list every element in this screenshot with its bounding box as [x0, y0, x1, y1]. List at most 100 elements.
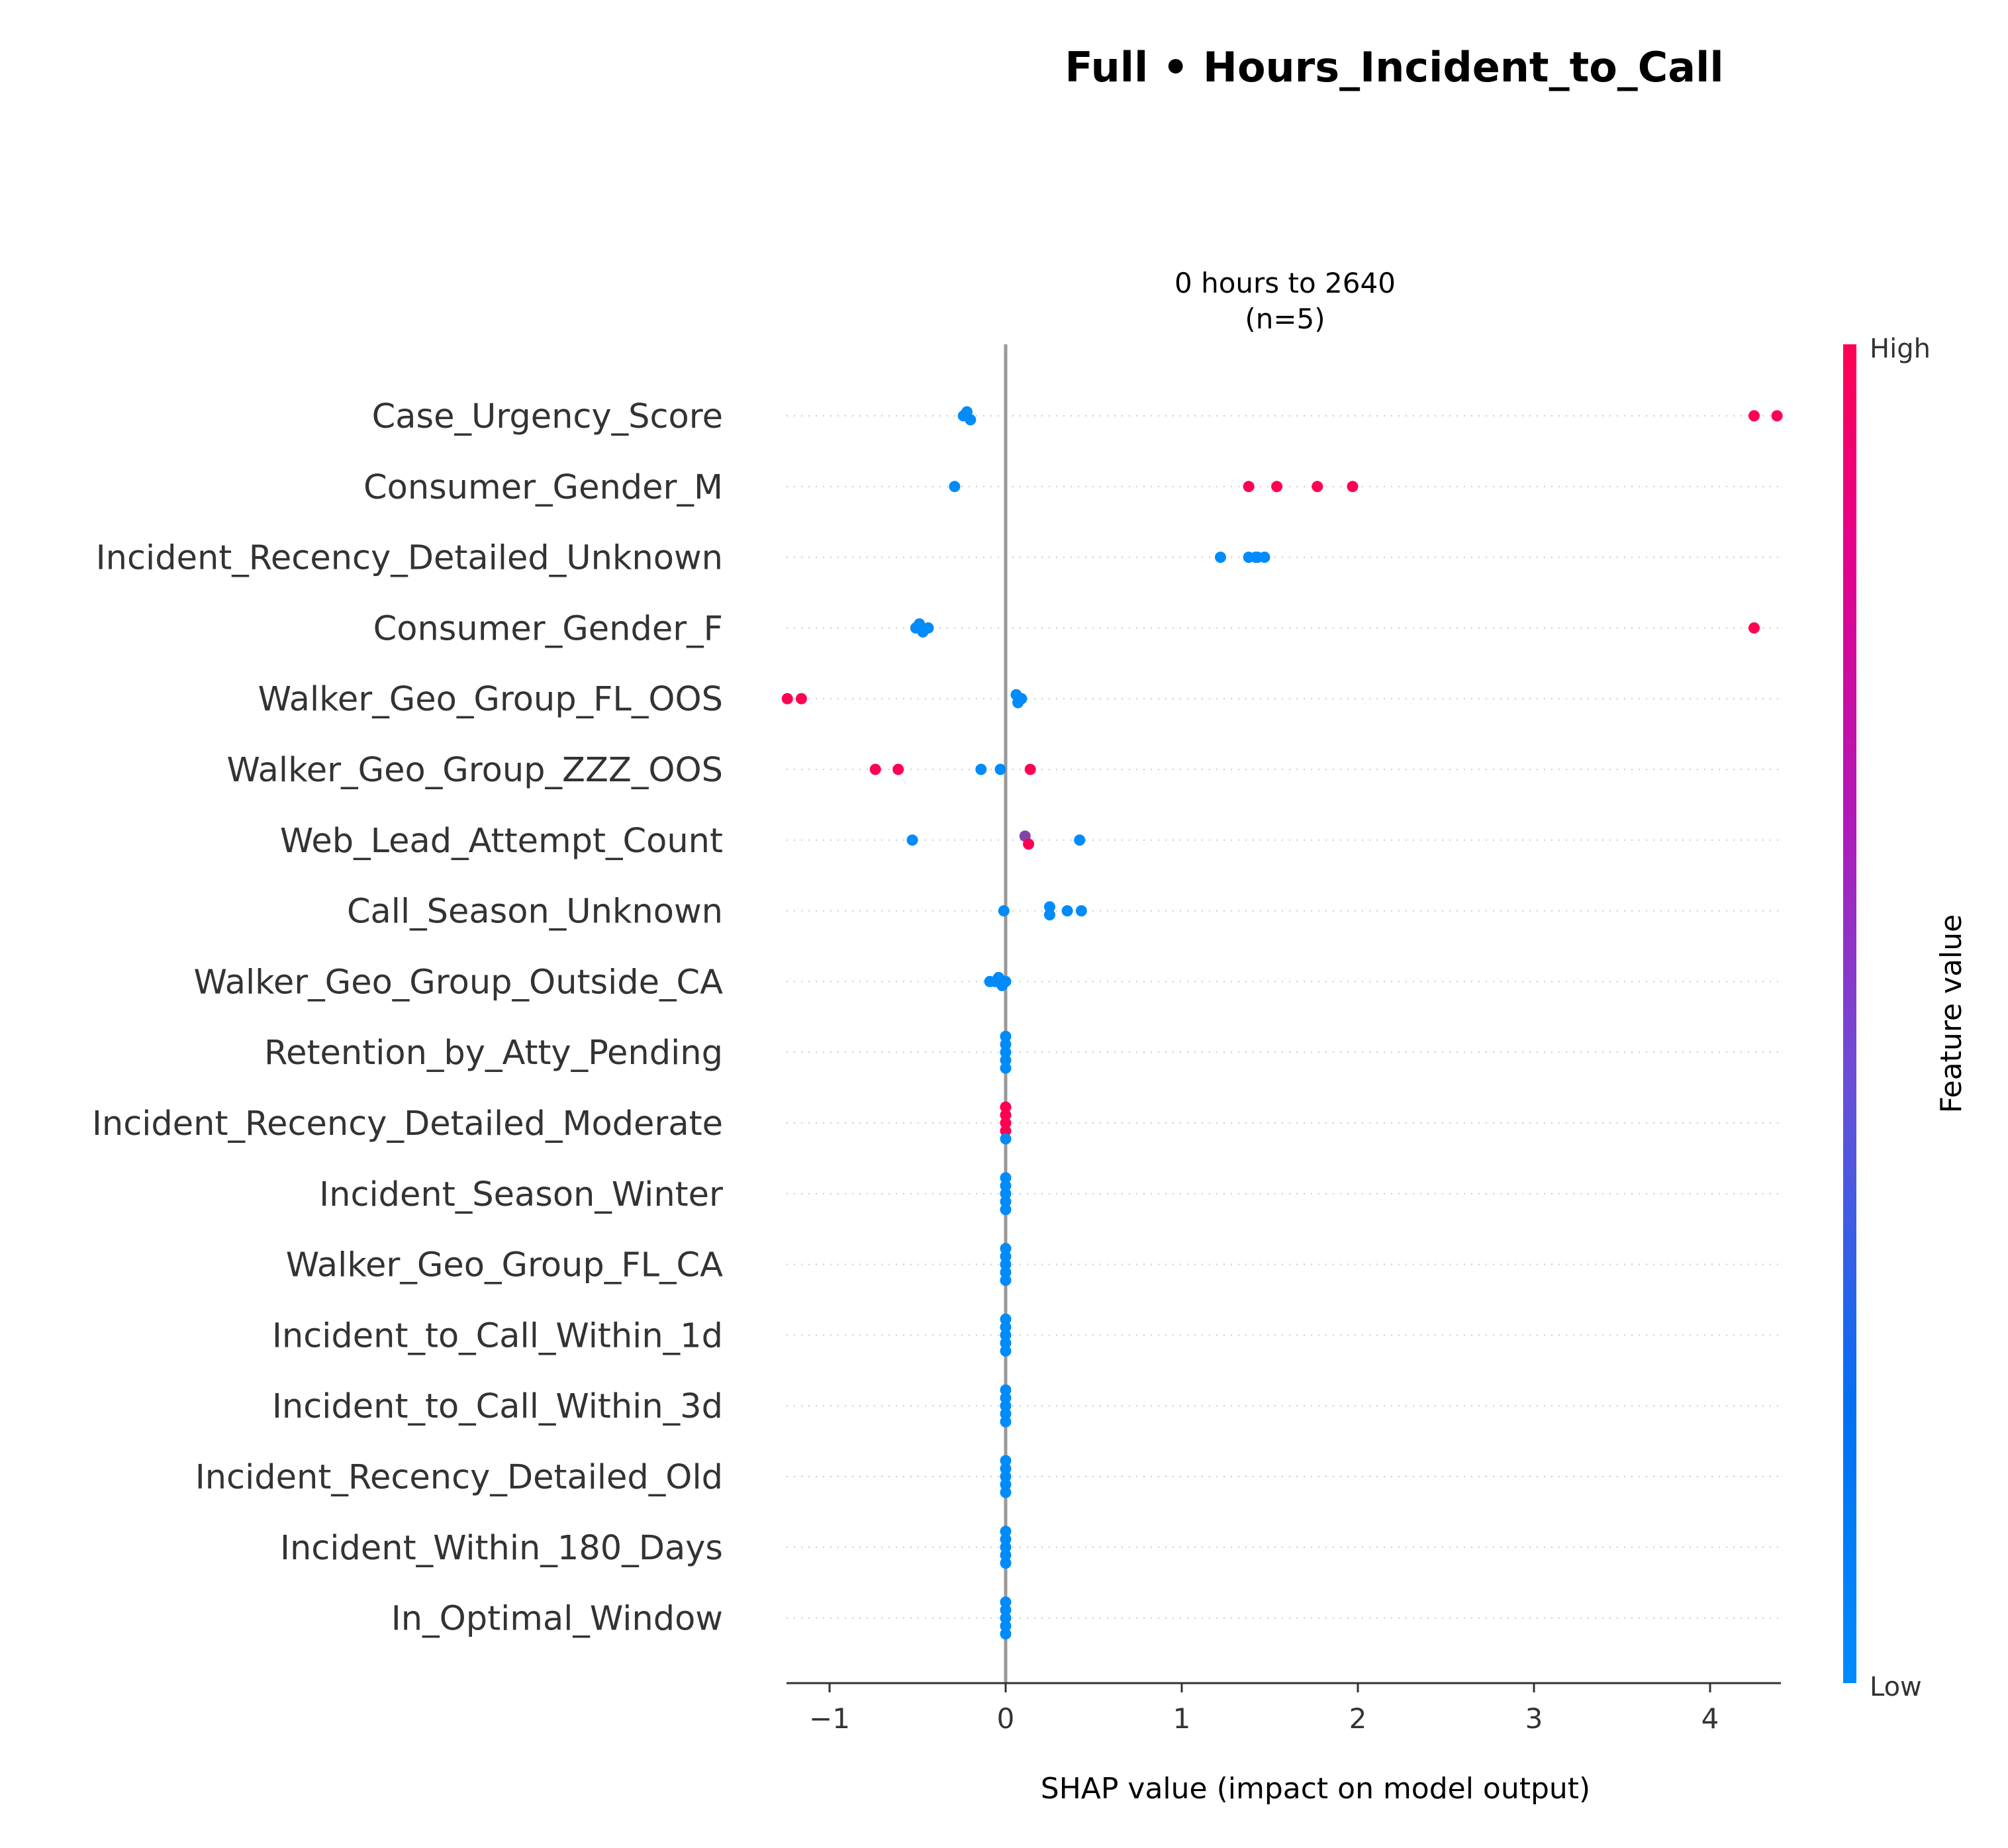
shap-point	[892, 763, 904, 775]
shap-point	[781, 693, 793, 705]
feature-label: Walker_Geo_Group_FL_CA	[286, 1246, 723, 1285]
colorbar	[1843, 344, 1856, 1683]
shap-point	[1748, 410, 1760, 422]
x-tick-label: 0	[997, 1702, 1015, 1735]
shap-point	[1074, 834, 1086, 846]
shap-point	[1000, 1416, 1012, 1428]
shap-point	[1000, 1054, 1012, 1066]
shap-point	[1000, 1243, 1012, 1255]
shap-point	[1000, 1620, 1012, 1632]
shap-point	[1312, 481, 1323, 493]
shap-point	[1347, 481, 1359, 493]
shap-point	[1000, 1628, 1012, 1640]
feature-gridlines	[787, 415, 1781, 1619]
shap-point	[1000, 1267, 1012, 1279]
shap-point	[1000, 1062, 1012, 1074]
colorbar-low-label: Low	[1870, 1672, 1922, 1702]
shap-point	[1000, 1408, 1012, 1420]
shap-point	[1000, 1526, 1012, 1537]
shap-point	[1000, 1400, 1012, 1412]
shap-point	[1000, 1030, 1012, 1042]
shap-point	[1000, 1604, 1012, 1616]
shap-point	[1000, 1455, 1012, 1467]
shap-point	[1023, 838, 1035, 850]
shap-point	[1000, 1172, 1012, 1184]
feature-label: Incident_Recency_Detailed_Moderate	[92, 1104, 723, 1143]
shap-point	[1000, 1533, 1012, 1545]
shap-point	[906, 834, 918, 846]
feature-label: In_Optimal_Window	[391, 1600, 723, 1639]
x-tick-label: 1	[1173, 1702, 1191, 1735]
shap-point	[1000, 1125, 1012, 1137]
shap-point	[1000, 1596, 1012, 1608]
shap-point	[1000, 1196, 1012, 1208]
shap-point	[1000, 1101, 1012, 1113]
shap-point	[1000, 1038, 1012, 1050]
shap-point	[1000, 1117, 1012, 1129]
feature-label: Incident_Recency_Detailed_Unknown	[96, 539, 723, 578]
feature-label: Walker_Geo_Group_Outside_CA	[194, 963, 724, 1002]
shap-point	[1000, 1337, 1012, 1349]
shap-point	[965, 414, 977, 426]
shap-point	[1000, 1275, 1012, 1287]
shap-point	[1000, 1479, 1012, 1490]
shap-point	[1000, 1313, 1012, 1325]
shap-point	[1024, 763, 1036, 775]
shap-point	[1771, 410, 1783, 422]
shap-points	[781, 406, 1783, 1640]
shap-point	[1000, 1109, 1012, 1121]
shap-point	[1000, 1329, 1012, 1341]
shap-point	[1000, 1486, 1012, 1498]
shap-point	[922, 622, 934, 634]
feature-label: Walker_Geo_Group_FL_OOS	[258, 680, 723, 719]
shap-point	[795, 693, 807, 705]
feature-label: Web_Lead_Attempt_Count	[280, 822, 723, 861]
shap-point	[1748, 622, 1760, 634]
shap-point	[1000, 1251, 1012, 1263]
colorbar-title: Feature value	[1935, 914, 1968, 1113]
x-tick-label: −1	[809, 1702, 850, 1735]
shap-point	[1000, 1392, 1012, 1404]
shap-point	[1243, 481, 1255, 493]
shap-point	[998, 905, 1010, 917]
shap-point	[1075, 905, 1087, 917]
shap-point	[1000, 1557, 1012, 1569]
shap-point	[1000, 1541, 1012, 1553]
shap-point	[1259, 552, 1270, 563]
shap-point	[1000, 1188, 1012, 1200]
shap-point	[1000, 1384, 1012, 1396]
x-tick-label: 4	[1701, 1702, 1719, 1735]
x-axis-label: SHAP value (impact on model output)	[1041, 1772, 1590, 1806]
feature-label: Case_Urgency_Score	[372, 397, 723, 436]
shap-point	[1000, 1321, 1012, 1333]
shap-point	[1044, 909, 1055, 921]
shap-point	[1271, 481, 1283, 493]
colorbar-high-label: High	[1870, 334, 1931, 364]
feature-label: Incident_to_Call_Within_3d	[272, 1387, 723, 1426]
shap-point	[1000, 1046, 1012, 1058]
shap-point	[1000, 1204, 1012, 1216]
shap-point	[1061, 905, 1073, 917]
shap-point	[1000, 1259, 1012, 1271]
x-axis-ticks: −1 0 1 2 3 4	[809, 1683, 1719, 1735]
shap-point	[1044, 901, 1055, 913]
shap-point	[1016, 693, 1028, 705]
shap-point	[996, 979, 1008, 991]
shap-point	[975, 763, 987, 775]
x-tick-label: 2	[1349, 1702, 1367, 1735]
shap-point	[1000, 1549, 1012, 1561]
shap-point	[994, 763, 1006, 775]
shap-point	[1000, 1612, 1012, 1624]
shap-point	[1000, 1133, 1012, 1145]
chart-subtitle-line2: (n=5)	[1245, 303, 1325, 335]
feature-labels: Case_Urgency_Score Consumer_Gender_M Incid…	[92, 397, 723, 1639]
feature-label: Incident_Season_Winter	[319, 1175, 723, 1214]
shap-point	[949, 481, 961, 493]
shap-point	[1215, 552, 1226, 563]
feature-label: Incident_Recency_Detailed_Old	[195, 1458, 723, 1497]
shap-point	[1000, 1471, 1012, 1483]
feature-label: Consumer_Gender_F	[373, 609, 723, 648]
feature-label: Walker_Geo_Group_ZZZ_OOS	[227, 751, 724, 790]
